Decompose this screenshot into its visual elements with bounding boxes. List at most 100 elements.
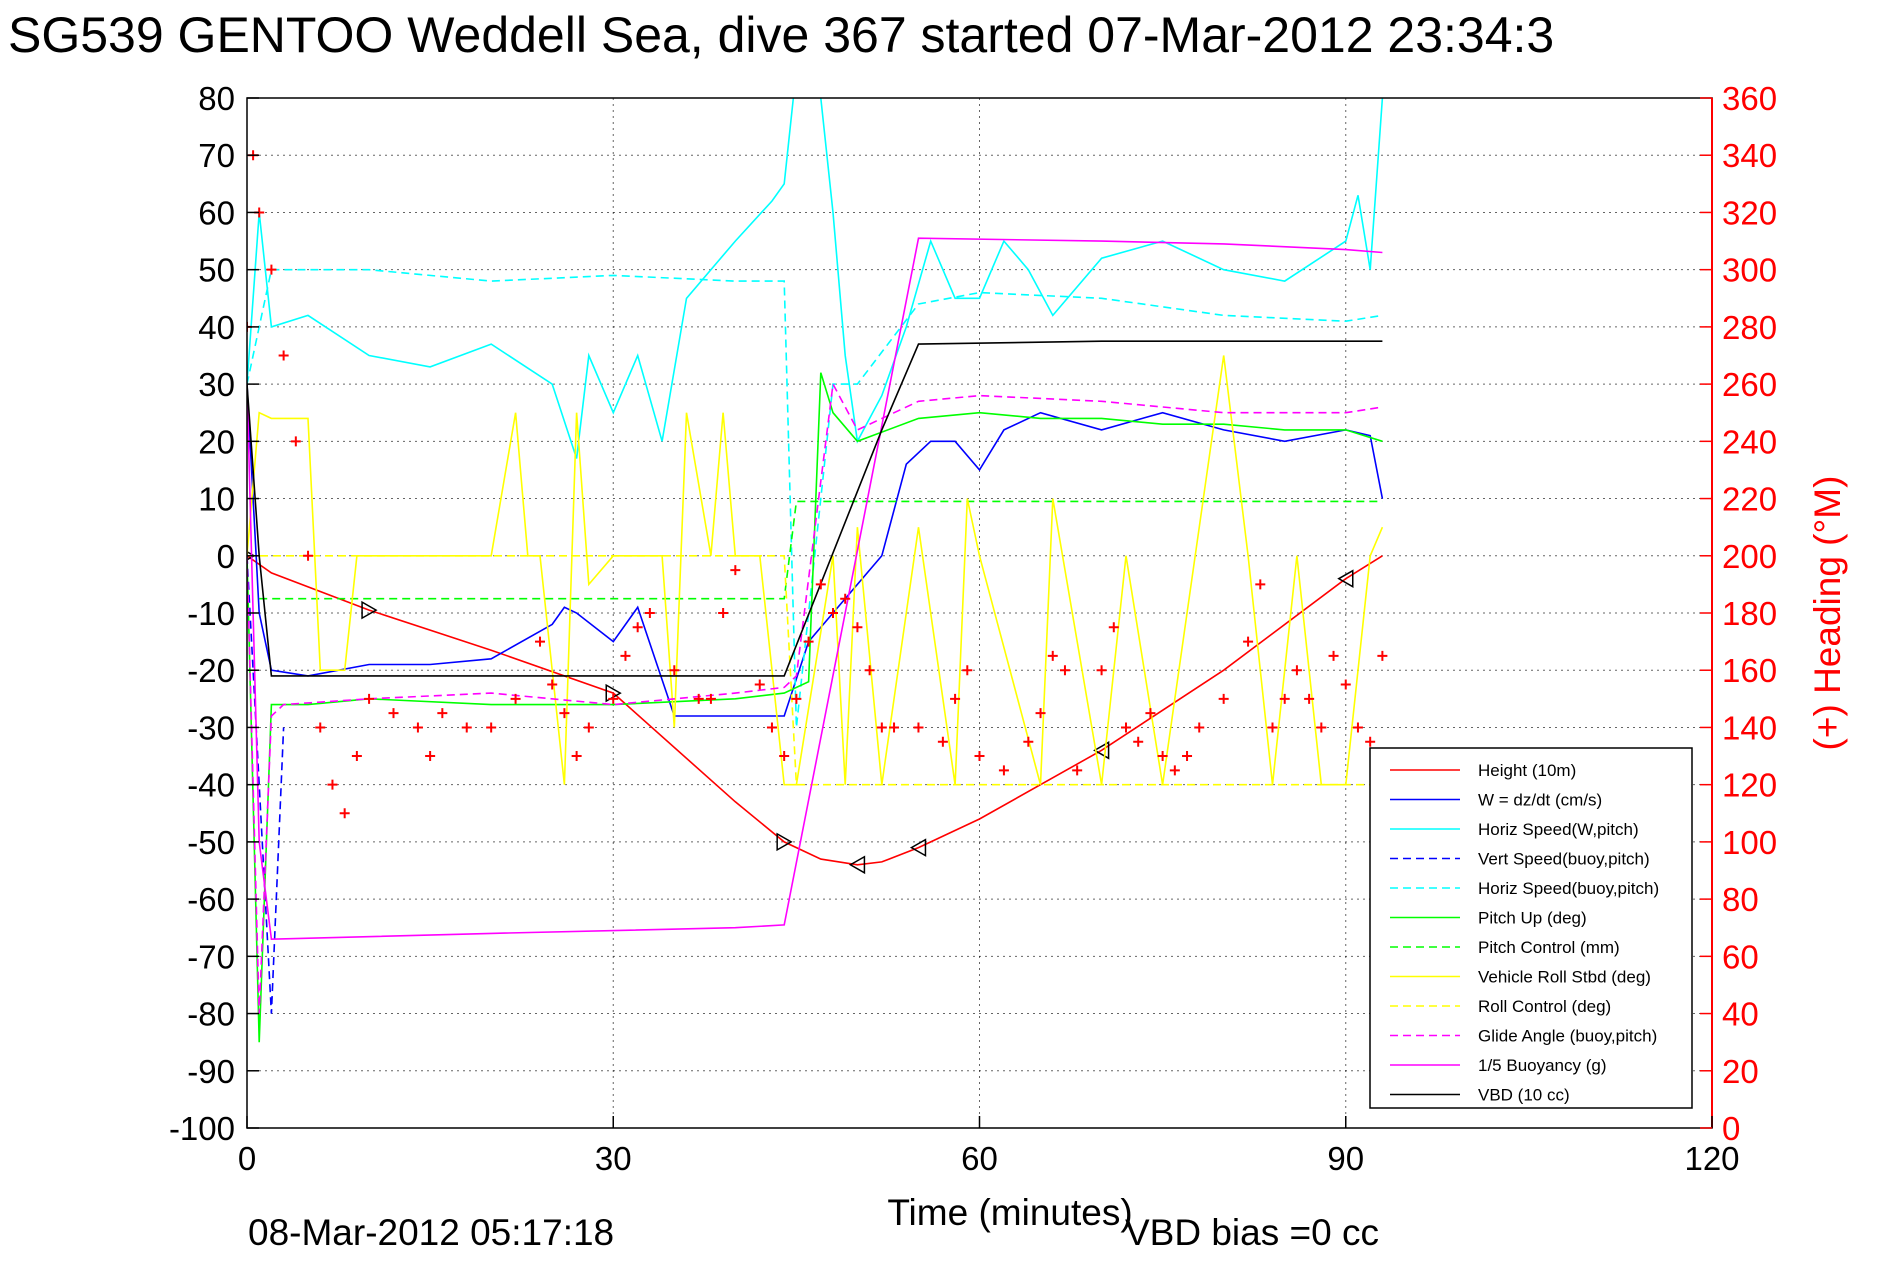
heading-point [1133, 736, 1144, 747]
y-tick-label: 50 [198, 252, 235, 289]
heading-point [583, 722, 594, 733]
heading-point [1279, 693, 1290, 704]
legend-entry: Horiz Speed(buoy,pitch) [1478, 879, 1659, 898]
heading-point [730, 565, 741, 576]
y-tick-label: 0 [217, 538, 235, 575]
height-marker [1337, 569, 1354, 588]
heading-point [1243, 636, 1254, 647]
legend-entry: Pitch Control (mm) [1478, 938, 1620, 957]
heading-point [1218, 693, 1229, 704]
y2-ticks: 3603403203002802602402202001801601401201… [1700, 80, 1777, 1147]
x-tick-label: 0 [238, 1140, 256, 1177]
heading-point [364, 693, 375, 704]
y-tick-label: -40 [187, 767, 235, 804]
heading-point [1023, 736, 1034, 747]
heading-point [913, 722, 924, 733]
y2-tick-label: 160 [1722, 652, 1777, 689]
heading-point [1328, 650, 1339, 661]
series-line-glide-angle-buoy-pitch [247, 381, 1383, 1014]
series-line-pitch-control-mm [259, 500, 1383, 600]
heading-point [828, 608, 838, 618]
grid [247, 98, 1712, 1128]
y2-tick-label: 120 [1722, 767, 1777, 804]
series-layer [247, 98, 1388, 1043]
heading-point [974, 751, 985, 762]
legend-entry: Vehicle Roll Stbd (deg) [1478, 968, 1651, 987]
x-axis-label: Time (minutes) [887, 1192, 1132, 1233]
heading-point [840, 593, 851, 604]
heading-point [852, 622, 863, 633]
height-marker [1093, 741, 1110, 760]
x-tick-label: 120 [1684, 1140, 1739, 1177]
height-marker [776, 832, 793, 852]
chart-title: SG539 GENTOO Weddell Sea, dive 367 start… [8, 7, 1554, 63]
y2-tick-label: 20 [1722, 1053, 1759, 1090]
heading-point [1121, 722, 1131, 733]
heading-point [290, 436, 301, 447]
y-tick-label: -90 [187, 1053, 235, 1090]
heading-point [1157, 751, 1168, 762]
y-tick-label: 70 [198, 137, 235, 174]
y2-tick-label: 280 [1722, 309, 1777, 346]
legend: Height (10m) W = dz/dt (cm/s) Horiz Speed(… [1369, 747, 1693, 1109]
y-tick-label: -20 [187, 652, 235, 689]
y2-tick-label: 0 [1722, 1110, 1740, 1147]
series-line-vehicle-roll-stbd-deg [247, 355, 1384, 786]
legend-entry: Pitch Up (deg) [1478, 909, 1587, 928]
y-tick-label: 30 [198, 366, 235, 403]
height-marker [909, 838, 927, 857]
y-tick-label: 10 [198, 481, 235, 518]
series-line-vert-speed-buoy-pitch [247, 555, 285, 1014]
heading-point [278, 350, 289, 361]
heading-point [950, 693, 961, 704]
heading-point [1255, 579, 1266, 590]
heading-point [1304, 693, 1315, 704]
series-line-1-5-buoyancy-g [247, 237, 1383, 941]
x-tick-label: 90 [1327, 1140, 1364, 1177]
y2-tick-label: 320 [1722, 194, 1777, 231]
y2-axis-label: (+) Heading (°M) [1807, 476, 1848, 751]
series-line-roll-control-deg [247, 554, 1383, 786]
heading-point [693, 693, 704, 704]
y-tick-label: -30 [187, 709, 235, 746]
footer-vbd-bias: VBD bias =0 cc [1125, 1212, 1379, 1253]
heading-point [779, 751, 790, 762]
heading-point [1169, 765, 1180, 776]
heading-point [1108, 622, 1119, 633]
heading-point [1035, 708, 1046, 719]
y-tick-label: -10 [187, 595, 235, 632]
series-line-horiz-speed-buoy-pitch [247, 268, 1383, 728]
y-tick-label: -100 [169, 1110, 235, 1147]
y2-tick-label: 360 [1722, 80, 1777, 117]
heading-point [571, 751, 582, 762]
heading-point [437, 708, 448, 719]
series-line-height-10m [247, 555, 1383, 866]
heading-point [815, 579, 826, 590]
y2-tick-label: 60 [1722, 938, 1759, 975]
legend-entry: VBD (10 cc) [1478, 1086, 1570, 1105]
y2-tick-label: 40 [1722, 996, 1759, 1033]
legend-entry: Vert Speed(buoy,pitch) [1478, 850, 1650, 869]
y2-tick-label: 260 [1722, 366, 1777, 403]
heading-point [535, 636, 545, 647]
y2-tick-label: 200 [1722, 538, 1777, 575]
heading-point [1352, 722, 1363, 733]
y-tick-label: -50 [187, 824, 235, 861]
heading-point [754, 679, 765, 690]
heading-point [864, 665, 875, 676]
series-line-horiz-speed-w-pitch [247, 98, 1384, 459]
heading-point [705, 693, 716, 704]
y2-tick-label: 80 [1722, 881, 1759, 918]
y2-tick-label: 100 [1722, 824, 1777, 861]
heading-point [486, 722, 497, 733]
heading-point [718, 608, 729, 618]
heading-point [998, 765, 1009, 776]
y2-tick-label: 340 [1722, 137, 1777, 174]
x-ticks: 0 30 60 90 120 [238, 1116, 1740, 1177]
legend-entry: Horiz Speed(W,pitch) [1478, 820, 1639, 839]
heading-point [327, 779, 338, 790]
heading-point [962, 665, 973, 676]
heading-point [412, 722, 423, 733]
series-group [247, 98, 1388, 1043]
heading-point [1377, 650, 1388, 661]
